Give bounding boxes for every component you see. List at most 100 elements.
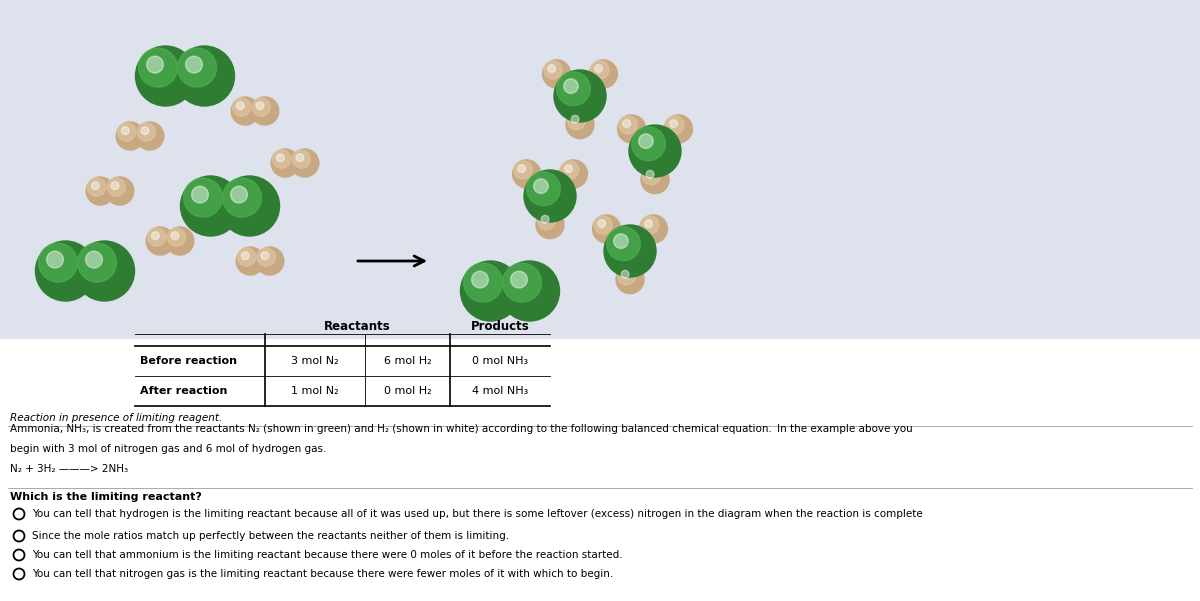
Circle shape — [631, 127, 665, 160]
Circle shape — [514, 161, 533, 179]
Circle shape — [564, 165, 572, 172]
Circle shape — [670, 120, 678, 127]
Circle shape — [594, 65, 602, 73]
Circle shape — [232, 97, 259, 125]
Circle shape — [136, 46, 196, 106]
Circle shape — [593, 215, 620, 243]
Circle shape — [641, 216, 659, 234]
Circle shape — [121, 127, 130, 135]
Circle shape — [36, 241, 96, 301]
Circle shape — [665, 115, 692, 143]
Circle shape — [88, 178, 106, 196]
Circle shape — [511, 271, 528, 288]
Circle shape — [461, 261, 521, 321]
Circle shape — [146, 56, 163, 73]
Circle shape — [629, 125, 682, 177]
Circle shape — [594, 216, 612, 234]
Circle shape — [640, 215, 667, 243]
Circle shape — [251, 97, 278, 125]
Circle shape — [136, 122, 163, 150]
Text: Before reaction: Before reaction — [140, 356, 238, 366]
Circle shape — [241, 252, 250, 260]
Circle shape — [260, 252, 269, 260]
Circle shape — [538, 212, 556, 230]
Circle shape — [613, 234, 628, 248]
Circle shape — [107, 178, 126, 196]
Circle shape — [524, 170, 576, 222]
Circle shape — [106, 177, 134, 205]
Circle shape — [598, 219, 606, 228]
Circle shape — [463, 263, 503, 302]
Circle shape — [544, 61, 563, 79]
Circle shape — [290, 149, 319, 177]
Circle shape — [542, 60, 571, 88]
Text: 1 mol N₂: 1 mol N₂ — [292, 386, 338, 396]
Circle shape — [256, 247, 284, 275]
Circle shape — [256, 102, 264, 109]
Circle shape — [148, 228, 166, 246]
Circle shape — [560, 161, 580, 179]
Text: Reactants: Reactants — [324, 320, 391, 333]
Circle shape — [91, 182, 100, 189]
Text: Products: Products — [470, 320, 529, 333]
Circle shape — [512, 160, 541, 188]
Circle shape — [276, 154, 284, 162]
Circle shape — [116, 122, 144, 150]
Text: 0 mol NH₃: 0 mol NH₃ — [472, 356, 528, 366]
Text: Since the mole ratios match up perfectly between the reactants neither of them i: Since the mole ratios match up perfectly… — [32, 531, 509, 541]
Text: N₂ + 3H₂ ———> 2NH₃: N₂ + 3H₂ ———> 2NH₃ — [10, 464, 128, 474]
Circle shape — [167, 228, 186, 246]
Circle shape — [619, 116, 637, 134]
Circle shape — [184, 178, 222, 217]
Circle shape — [566, 111, 594, 139]
Circle shape — [564, 79, 578, 93]
Text: You can tell that nitrogen gas is the limiting reactant because there were fewer: You can tell that nitrogen gas is the li… — [32, 569, 613, 579]
Circle shape — [642, 166, 661, 185]
Circle shape — [180, 176, 240, 236]
Text: Which is the limiting reactant?: Which is the limiting reactant? — [10, 492, 202, 502]
Text: After reaction: After reaction — [140, 386, 227, 396]
Circle shape — [554, 70, 606, 122]
Circle shape — [571, 115, 580, 123]
Circle shape — [606, 227, 641, 261]
Circle shape — [186, 56, 203, 73]
Circle shape — [293, 150, 311, 168]
Circle shape — [666, 116, 684, 134]
Circle shape — [536, 210, 564, 239]
Circle shape — [623, 120, 631, 127]
Text: 0 mol H₂: 0 mol H₂ — [384, 386, 431, 396]
Circle shape — [641, 166, 670, 194]
Circle shape — [166, 227, 194, 255]
Circle shape — [618, 115, 646, 143]
Circle shape — [559, 160, 588, 188]
Circle shape — [236, 102, 245, 109]
Circle shape — [222, 178, 262, 217]
Text: begin with 3 mol of nitrogen gas and 6 mol of hydrogen gas.: begin with 3 mol of nitrogen gas and 6 m… — [10, 444, 326, 454]
Circle shape — [503, 263, 541, 302]
Circle shape — [38, 243, 78, 282]
Circle shape — [272, 150, 290, 168]
Circle shape — [590, 61, 610, 79]
Circle shape — [230, 186, 247, 203]
Circle shape — [47, 251, 64, 268]
Text: You can tell that ammonium is the limiting reactant because there were 0 moles o: You can tell that ammonium is the limiti… — [32, 550, 623, 560]
Circle shape — [138, 48, 178, 87]
Circle shape — [174, 46, 234, 106]
Text: 3 mol N₂: 3 mol N₂ — [292, 356, 338, 366]
Circle shape — [86, 177, 114, 205]
Circle shape — [110, 182, 119, 189]
Circle shape — [137, 123, 156, 141]
Circle shape — [618, 267, 636, 285]
Circle shape — [85, 251, 102, 268]
Circle shape — [151, 232, 160, 240]
Circle shape — [534, 179, 548, 194]
Circle shape — [238, 248, 256, 266]
Text: 6 mol H₂: 6 mol H₂ — [384, 356, 431, 366]
Circle shape — [547, 65, 556, 73]
Circle shape — [472, 271, 488, 288]
Circle shape — [178, 48, 216, 87]
Circle shape — [296, 154, 304, 162]
Circle shape — [74, 241, 134, 301]
Circle shape — [236, 247, 264, 275]
Circle shape — [568, 112, 586, 130]
